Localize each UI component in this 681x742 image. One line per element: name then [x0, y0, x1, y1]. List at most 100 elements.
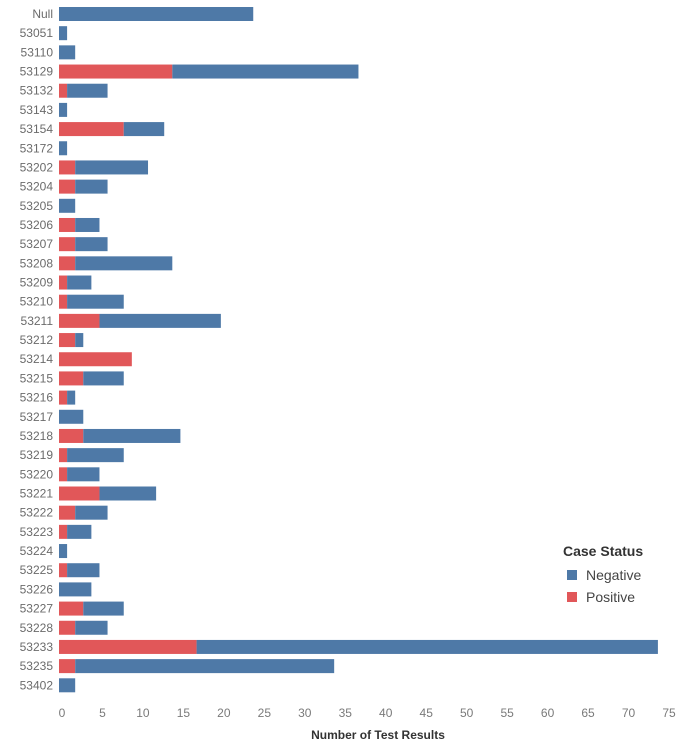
bar-negative[interactable] — [99, 313, 221, 328]
bar-negative[interactable] — [67, 294, 124, 309]
x-tick-label: 55 — [500, 706, 514, 720]
bar-negative[interactable] — [59, 678, 76, 693]
x-tick-label: 15 — [177, 706, 191, 720]
category-labels: Null 53051 53110 53129 53132 53143 53154 53172 5… — [20, 7, 54, 692]
bar-negative[interactable] — [75, 179, 108, 194]
bar-negative[interactable] — [67, 390, 76, 405]
category-label: 53207 — [20, 237, 54, 251]
legend-swatch-negative — [567, 570, 577, 580]
bar-negative[interactable] — [196, 639, 658, 654]
bar-negative[interactable] — [59, 26, 68, 41]
legend-item-negative[interactable]: Negative — [563, 564, 643, 586]
bar-positive[interactable] — [59, 524, 68, 539]
category-label: 53223 — [20, 525, 54, 539]
bar-negative[interactable] — [59, 198, 76, 213]
category-label: 53222 — [20, 506, 54, 520]
x-tick-label: 65 — [581, 706, 595, 720]
category-label: 53129 — [20, 65, 54, 79]
bar-negative[interactable] — [172, 64, 359, 79]
category-label: 53143 — [20, 103, 54, 117]
bar-negative[interactable] — [67, 448, 124, 463]
bar-negative[interactable] — [59, 141, 68, 156]
bar-positive[interactable] — [59, 659, 76, 674]
legend-title: Case Status — [563, 543, 644, 559]
bar-positive[interactable] — [59, 122, 124, 137]
bar-positive[interactable] — [59, 64, 173, 79]
legend-label-positive: Positive — [586, 589, 636, 605]
bar-negative[interactable] — [67, 563, 100, 578]
category-label: 53217 — [20, 410, 54, 424]
category-label: 53220 — [20, 467, 54, 481]
x-tick-label: 30 — [298, 706, 312, 720]
bar-negative[interactable] — [75, 620, 108, 635]
category-label: 53228 — [20, 621, 54, 635]
bar-negative[interactable] — [75, 217, 100, 232]
category-label: 53051 — [20, 26, 54, 40]
bar-negative[interactable] — [75, 160, 149, 175]
category-label: 53211 — [21, 314, 54, 328]
bar-positive[interactable] — [59, 620, 76, 635]
bar-positive[interactable] — [59, 275, 68, 290]
legend-item-positive[interactable]: Positive — [563, 586, 643, 608]
bar-negative[interactable] — [59, 102, 68, 117]
category-label: 53205 — [20, 199, 54, 213]
bar-negative[interactable] — [59, 45, 76, 60]
bar-negative[interactable] — [123, 122, 165, 137]
bar-negative[interactable] — [83, 601, 124, 616]
bar-negative[interactable] — [67, 524, 92, 539]
bar-positive[interactable] — [59, 294, 68, 309]
category-label: 53210 — [20, 295, 54, 309]
bar-negative[interactable] — [75, 237, 108, 252]
bar-positive[interactable] — [59, 352, 132, 367]
category-label: 53202 — [20, 160, 54, 174]
x-tick-label: 60 — [541, 706, 555, 720]
bar-positive[interactable] — [59, 505, 76, 520]
bar-negative[interactable] — [67, 83, 108, 98]
bar-positive[interactable] — [59, 179, 76, 194]
bar-negative[interactable] — [67, 275, 92, 290]
bar-positive[interactable] — [59, 467, 68, 482]
category-label: 53132 — [20, 84, 54, 98]
bar-positive[interactable] — [59, 256, 76, 271]
bar-positive[interactable] — [59, 563, 68, 578]
category-label: 53227 — [20, 602, 54, 616]
category-label: 53209 — [20, 276, 54, 290]
category-label: 53221 — [20, 487, 54, 501]
bar-positive[interactable] — [59, 333, 76, 348]
bar-negative[interactable] — [59, 544, 68, 559]
bar-positive[interactable] — [59, 601, 84, 616]
legend: Case Status Negative Positive — [563, 543, 643, 608]
bar-positive[interactable] — [59, 448, 68, 463]
category-label: 53154 — [20, 122, 54, 136]
category-label: 53402 — [20, 678, 54, 692]
bar-positive[interactable] — [59, 486, 100, 501]
bar-negative[interactable] — [75, 256, 173, 271]
bar-positive[interactable] — [59, 160, 76, 175]
bar-negative[interactable] — [59, 7, 254, 21]
bar-negative[interactable] — [59, 409, 84, 424]
bar-positive[interactable] — [59, 313, 100, 328]
bar-negative[interactable] — [59, 582, 92, 597]
category-label: 53204 — [20, 180, 54, 194]
bar-negative[interactable] — [67, 467, 100, 482]
bar-positive[interactable] — [59, 371, 84, 386]
x-tick-label: 40 — [379, 706, 393, 720]
category-label: 53206 — [20, 218, 54, 232]
category-label: 53208 — [20, 256, 54, 270]
category-label: 53172 — [20, 141, 54, 155]
category-label: 53219 — [20, 448, 54, 462]
bar-negative[interactable] — [99, 486, 157, 501]
bar-negative[interactable] — [83, 428, 181, 443]
x-tick-label: 20 — [217, 706, 231, 720]
bar-positive[interactable] — [59, 237, 76, 252]
bar-negative[interactable] — [75, 659, 335, 674]
bar-positive[interactable] — [59, 390, 68, 405]
bar-positive[interactable] — [59, 428, 84, 443]
bar-positive[interactable] — [59, 217, 76, 232]
bar-negative[interactable] — [75, 333, 84, 348]
bar-positive[interactable] — [59, 83, 68, 98]
bar-negative[interactable] — [75, 505, 108, 520]
x-tick-label: 10 — [136, 706, 150, 720]
bar-negative[interactable] — [83, 371, 124, 386]
bar-positive[interactable] — [59, 639, 197, 654]
